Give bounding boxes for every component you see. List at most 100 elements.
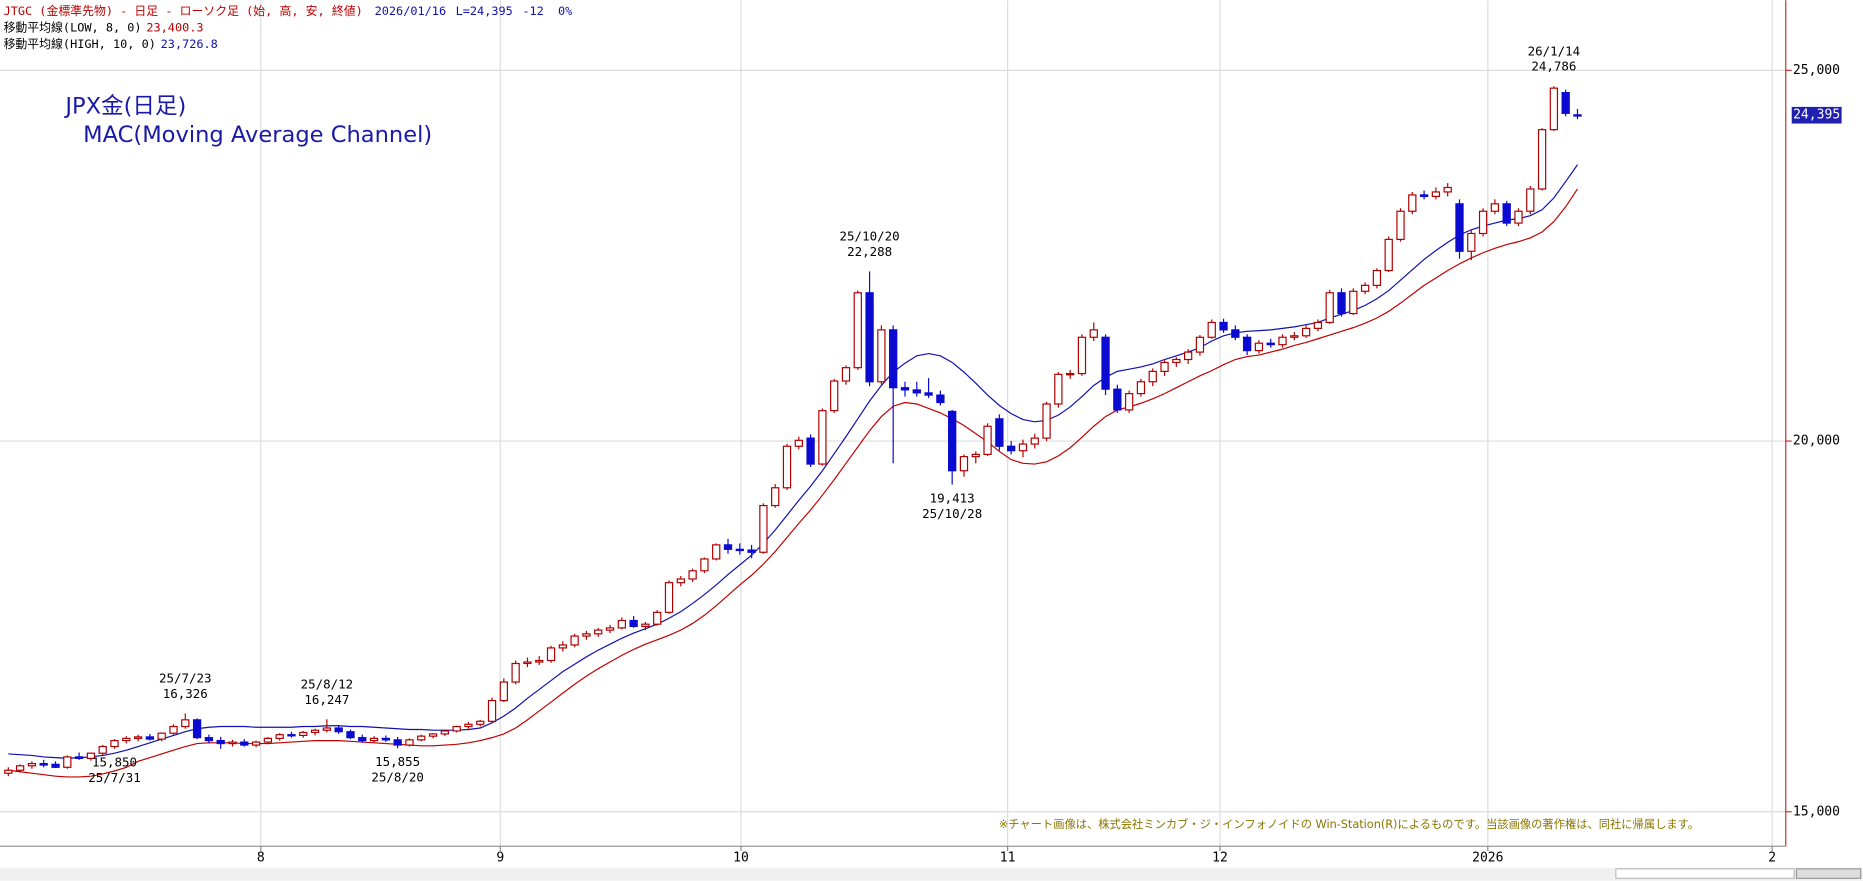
candle-body	[287, 734, 296, 737]
candle-body	[381, 737, 391, 741]
scroll-strip	[0, 867, 1863, 881]
candle-body	[629, 619, 638, 628]
date: 2026/01/16	[375, 3, 447, 17]
candle-body	[464, 723, 473, 728]
annotation-date: 25/7/31	[88, 770, 141, 785]
candle-body	[511, 662, 520, 683]
candle-body	[1360, 284, 1370, 292]
candle-body	[1254, 342, 1264, 352]
candle-body	[771, 487, 780, 507]
candle-body	[912, 389, 921, 394]
candle-body	[853, 292, 862, 369]
chart-subtitle: MAC(Moving Average Channel)	[83, 122, 432, 148]
candle-body	[688, 570, 697, 580]
candle-body	[1537, 129, 1547, 190]
instrument: JTGC (金標準先物) - 日足 - ローソク足 (始, 高, 安, 終値)	[4, 3, 363, 17]
candle-body	[1242, 336, 1252, 352]
x-tick-label: 9	[496, 851, 504, 866]
candle-body	[582, 633, 591, 637]
candle-body	[959, 456, 969, 472]
candle-body	[818, 410, 827, 465]
candle-body	[1136, 381, 1146, 395]
candle-body	[487, 699, 497, 722]
candle-body	[1148, 370, 1157, 383]
candle-body	[936, 394, 945, 404]
candle-body	[4, 769, 13, 774]
candle-body	[1266, 342, 1275, 346]
annotation-value: 24,786	[1531, 59, 1576, 74]
scrollbar[interactable]	[1615, 868, 1795, 879]
candle-body	[1478, 210, 1488, 235]
candle-body	[653, 611, 662, 625]
x-tick-label: 8	[257, 851, 265, 866]
candle-body	[1290, 335, 1299, 338]
candle-body	[39, 762, 48, 766]
annotation-value: 15,850	[92, 755, 137, 770]
candle-body	[499, 681, 509, 702]
annotation-date: 26/1/14	[1528, 43, 1581, 58]
y-tick-label: 15,000	[1793, 804, 1840, 819]
candle-body	[830, 380, 839, 412]
candle-body	[865, 292, 874, 383]
annotation-value: 15,855	[375, 754, 420, 769]
candle-body	[877, 329, 886, 383]
candle-body	[74, 756, 84, 759]
candle-body	[735, 548, 744, 552]
candle-body	[275, 734, 284, 739]
zoom-buttons[interactable]	[1795, 868, 1862, 879]
candle-body	[1113, 388, 1122, 411]
candle-body	[948, 410, 957, 472]
legend-name: 移動平均線(HIGH, 10, 0)	[4, 37, 156, 51]
candle-body	[15, 765, 25, 771]
candle-body	[1231, 329, 1240, 338]
annotation-date: 25/8/12	[301, 676, 354, 691]
candle-body	[145, 736, 155, 740]
candle-body	[1042, 403, 1051, 439]
annotation-date: 25/7/23	[159, 671, 212, 686]
candle-body	[1313, 321, 1323, 329]
candle-body	[535, 659, 544, 663]
candle-body	[1007, 445, 1016, 452]
candle-body	[1455, 203, 1464, 252]
candle-body	[1219, 321, 1228, 331]
candle-body	[570, 635, 579, 646]
candle-body	[369, 737, 379, 742]
plot	[4, 86, 1582, 778]
header: JTGC (金標準先物) - 日足 - ローソク足 (始, 高, 安, 終値) 2…	[4, 3, 573, 17]
candle-body	[216, 740, 225, 745]
x-tick-label: 11	[1000, 851, 1016, 866]
candle-body	[1065, 373, 1075, 376]
candle-body	[251, 741, 261, 746]
candle-body	[1054, 373, 1063, 405]
candle-body	[240, 741, 249, 746]
x-tick-label: 2	[1768, 851, 1776, 866]
candle-body	[924, 392, 933, 396]
legend-entry: 移動平均線(HIGH, 10, 0) 23,726.8	[4, 37, 218, 51]
annotation-date: 25/10/20	[840, 228, 900, 243]
candle-body	[617, 619, 626, 629]
y-tick-label: 25,000	[1793, 63, 1840, 78]
candle-body	[1077, 336, 1087, 375]
candle-body	[346, 731, 355, 739]
candle-body	[122, 737, 131, 742]
candle-body	[1195, 336, 1205, 353]
candle-body	[192, 719, 202, 739]
candle-body	[1337, 292, 1346, 315]
candle-body	[971, 453, 980, 458]
candle-body	[110, 740, 119, 748]
candle-body	[1372, 269, 1382, 286]
candle-body	[1561, 92, 1570, 114]
candle-body	[1573, 114, 1582, 117]
candle-body	[428, 733, 438, 737]
candle-body	[440, 730, 450, 735]
candle-body	[605, 627, 615, 631]
candle-body	[169, 725, 178, 734]
moving-average-line	[8, 188, 1578, 778]
candle-body	[322, 727, 332, 731]
candle-body	[664, 582, 674, 613]
candle-body	[51, 763, 60, 768]
candle-body	[310, 729, 320, 734]
candle-body	[1467, 232, 1476, 252]
candle-body	[1278, 336, 1287, 346]
